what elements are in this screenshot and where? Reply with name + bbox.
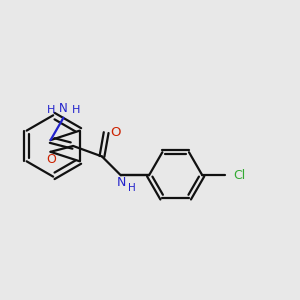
Text: Cl: Cl [233, 169, 245, 182]
Text: H: H [47, 104, 56, 115]
Text: N: N [117, 176, 126, 189]
Text: H: H [128, 182, 136, 193]
Text: N: N [59, 101, 68, 115]
Text: O: O [110, 126, 121, 139]
Text: H: H [71, 104, 80, 115]
Text: O: O [46, 153, 56, 167]
